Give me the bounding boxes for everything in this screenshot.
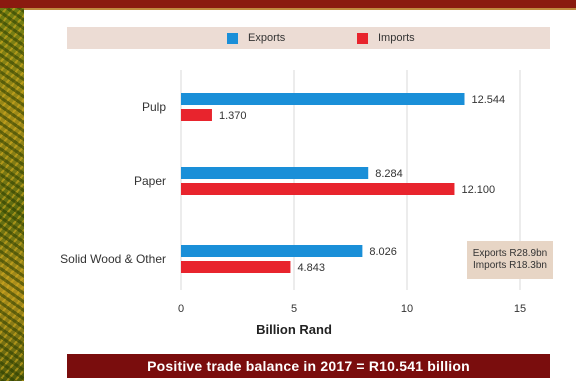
value-label-imports-2: 4.843 [297,262,325,274]
category-label-0: Pulp [142,100,166,114]
chart-panel [24,10,576,381]
summary-imports-total: Imports R18.3bn [473,260,547,271]
legend-item-exports: Exports [227,31,285,45]
value-label-imports-0: 1.370 [219,110,247,122]
legend-label-imports: Imports [378,32,415,44]
decorative-texture [0,8,24,381]
x-axis-title: Billion Rand [256,322,332,337]
bar-imports-2 [181,261,291,273]
totals-summary-box: Exports R28.9bn Imports R18.3bn [467,241,553,279]
category-label-2: Solid Wood & Other [60,252,166,266]
bar-exports-1 [181,167,369,179]
value-label-imports-1: 12.100 [461,184,495,196]
x-tick-label-15: 15 [514,303,526,315]
legend-item-imports: Imports [357,31,415,45]
legend-label-exports: Exports [248,32,286,44]
value-label-exports-0: 12.544 [471,94,505,106]
bar-imports-1 [181,183,455,195]
value-label-exports-2: 8.026 [369,246,397,258]
bar-exports-0 [181,93,465,105]
legend-swatch-exports [227,32,238,44]
category-label-1: Paper [134,174,166,188]
trade-balance-banner: Positive trade balance in 2017 = R10.541… [67,354,550,378]
x-tick-label-0: 0 [178,303,184,315]
x-tick-label-10: 10 [401,303,413,315]
legend: Exports Imports [67,27,550,49]
summary-exports-total: Exports R28.9bn [472,248,548,259]
value-label-exports-1: 8.284 [375,168,403,180]
bar-imports-0 [181,109,212,121]
x-tick-label-5: 5 [291,303,297,315]
bar-exports-2 [181,245,363,257]
legend-swatch-imports [357,32,368,44]
top-banner-strip [0,0,576,10]
